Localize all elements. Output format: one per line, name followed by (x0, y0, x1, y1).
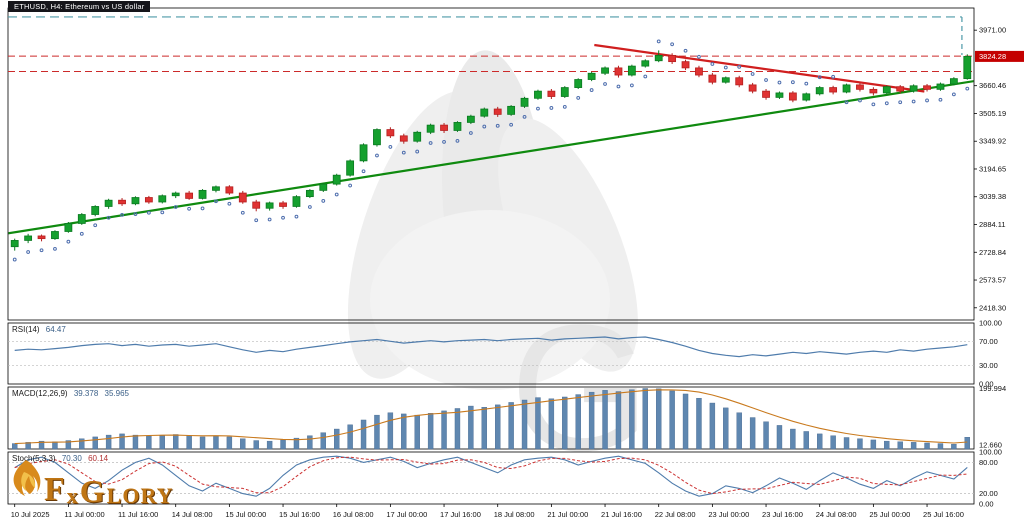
horizontal-level-lines (8, 16, 974, 72)
svg-text:11 Jul 00:00: 11 Jul 00:00 (64, 510, 104, 519)
svg-text:3505.19: 3505.19 (979, 109, 1006, 118)
svg-text:199.994: 199.994 (979, 384, 1006, 393)
svg-text:20.00: 20.00 (979, 489, 998, 498)
watermark-flame-logo: G (347, 50, 650, 489)
pane-borders (7, 7, 975, 505)
trendlines (8, 43, 974, 235)
svg-text:25 Jul 16:00: 25 Jul 16:00 (923, 510, 964, 519)
chart-title: ETHUSD, H4: Ethereum vs US dollar (14, 2, 145, 11)
svg-text:2728.84: 2728.84 (979, 248, 1006, 257)
svg-text:23 Jul 16:00: 23 Jul 16:00 (762, 510, 803, 519)
macd-label: MACD(12,26,9) 39.378 35.965 (12, 389, 129, 398)
watermark-g-letter: G (510, 288, 650, 489)
svg-text:17 Jul 16:00: 17 Jul 16:00 (440, 510, 481, 519)
macd-plot: 199.994 12.660 (12, 384, 1006, 450)
svg-text:30.00: 30.00 (979, 361, 998, 370)
svg-text:15 Jul 00:00: 15 Jul 00:00 (225, 510, 266, 519)
svg-text:18 Jul 08:00: 18 Jul 08:00 (494, 510, 535, 519)
svg-text:3824.28: 3824.28 (979, 52, 1006, 61)
rsi-label: RSI(14) 64.47 (12, 325, 66, 334)
macd-value-main: 39.378 (73, 389, 99, 398)
svg-text:0.00: 0.00 (979, 380, 994, 389)
svg-text:11 Jul 16:00: 11 Jul 16:00 (118, 510, 158, 519)
svg-text:2884.11: 2884.11 (979, 220, 1006, 229)
flame-icon (8, 458, 42, 507)
stoch-value-k: 70.30 (61, 454, 82, 463)
svg-text:3349.92: 3349.92 (979, 137, 1006, 146)
svg-text:3971.00: 3971.00 (979, 26, 1006, 35)
logo-letter-f: F (44, 471, 65, 508)
logo-letter-x: x (66, 483, 78, 508)
svg-text:14 Jul 08:00: 14 Jul 08:00 (172, 510, 213, 519)
stoch-name: Stoch(5,3,3) (12, 454, 56, 463)
svg-text:2418.30: 2418.30 (979, 303, 1006, 312)
svg-text:2573.57: 2573.57 (979, 276, 1006, 285)
svg-text:70.00: 70.00 (979, 337, 998, 346)
rsi-name: RSI(14) (12, 325, 40, 334)
svg-text:21 Jul 00:00: 21 Jul 00:00 (547, 510, 588, 519)
svg-text:15 Jul 16:00: 15 Jul 16:00 (279, 510, 320, 519)
svg-text:24 Jul 08:00: 24 Jul 08:00 (816, 510, 857, 519)
svg-text:3194.65: 3194.65 (979, 164, 1006, 173)
sar-dots-layer (12, 39, 970, 262)
fxglory-logo: F x G LORY (8, 458, 173, 507)
candles-layer (10, 50, 972, 251)
logo-letters-lory: LORY (106, 483, 174, 508)
svg-text:16 Jul 08:00: 16 Jul 08:00 (333, 510, 374, 519)
svg-text:10 Jul 2025: 10 Jul 2025 (11, 510, 50, 519)
logo-letter-g: G (79, 473, 105, 509)
rsi-value: 64.47 (45, 325, 66, 334)
svg-text:100.00: 100.00 (979, 448, 1002, 457)
macd-value-signal: 35.965 (104, 389, 129, 398)
chart-title-badge: ETHUSD, H4: Ethereum vs US dollar (8, 1, 151, 12)
svg-text:12.660: 12.660 (979, 441, 1002, 450)
stoch-label: Stoch(5,3,3) 70.30 60.14 (12, 454, 108, 463)
svg-text:21 Jul 16:00: 21 Jul 16:00 (601, 510, 642, 519)
svg-text:25 Jul 00:00: 25 Jul 00:00 (869, 510, 910, 519)
svg-text:3660.46: 3660.46 (979, 81, 1006, 90)
svg-text:23 Jul 00:00: 23 Jul 00:00 (708, 510, 749, 519)
svg-text:22 Jul 08:00: 22 Jul 08:00 (655, 510, 696, 519)
svg-text:3039.38: 3039.38 (979, 192, 1006, 201)
svg-text:17 Jul 00:00: 17 Jul 00:00 (386, 510, 427, 519)
rsi-plot: 100.00 70.00 30.00 0.00 (8, 319, 1002, 389)
svg-text:100.00: 100.00 (979, 319, 1002, 328)
macd-name: MACD(12,26,9) (12, 389, 68, 398)
svg-text:80.00: 80.00 (979, 458, 998, 467)
time-axis-labels: 10 Jul 2025 11 Jul 00:00 11 Jul 16:00 14 Ju… (11, 504, 964, 519)
stoch-value-d: 60.14 (88, 454, 109, 463)
price-axis-labels: 3971.00 3660.46 3505.19 3349.92 3194.65 3039.… (974, 26, 1024, 312)
svg-text:0.00: 0.00 (979, 500, 994, 509)
